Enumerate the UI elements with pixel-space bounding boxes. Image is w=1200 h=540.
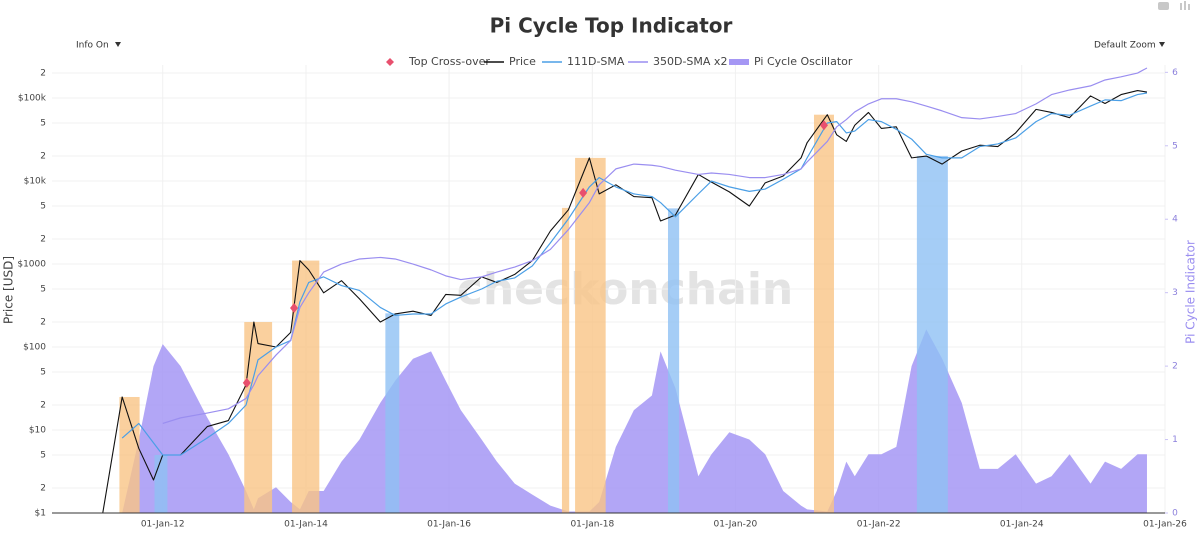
y-tick-label: 5 bbox=[40, 202, 46, 212]
legend-item: Price bbox=[484, 55, 536, 68]
crossover-marker bbox=[290, 303, 299, 314]
legend-label: 350D-SMA x2 bbox=[653, 55, 727, 68]
y2-tick-label: 5 bbox=[1172, 141, 1178, 151]
bottom-zone bbox=[667, 208, 680, 513]
y-tick-label: 5 bbox=[40, 367, 46, 377]
y-tick-label: $100k bbox=[18, 94, 47, 104]
top-zone bbox=[813, 114, 834, 513]
y-tick-label: 2 bbox=[40, 484, 46, 494]
bottom-zone bbox=[385, 313, 400, 513]
chart-icon[interactable] bbox=[1188, 4, 1190, 10]
series-line bbox=[162, 67, 1148, 425]
y-tick-label: 2 bbox=[40, 69, 46, 79]
legend: Top Cross-over Price 111D-SMA 350D-SMA x2 Pi… bbox=[386, 55, 853, 68]
crossover-marker bbox=[579, 187, 588, 198]
series-line bbox=[121, 92, 1148, 456]
y-tick-label: 2 bbox=[40, 235, 46, 245]
x-tick-label: 01-Jan-12 bbox=[141, 520, 185, 530]
menu-arrow[interactable] bbox=[115, 42, 121, 47]
y2-axis-title: Pi Cycle Indicator bbox=[1184, 240, 1198, 344]
y-tick-label: 5 bbox=[40, 450, 46, 460]
info-menu[interactable]: Info On bbox=[76, 41, 121, 51]
camera-icon[interactable] bbox=[1158, 2, 1169, 10]
x-tick-label: 01-Jan-20 bbox=[714, 520, 758, 530]
y-tick-label: 2 bbox=[40, 318, 46, 328]
bottom-zone bbox=[154, 454, 168, 513]
y-tick-label: 5 bbox=[40, 119, 46, 129]
legend-symbol bbox=[729, 59, 749, 65]
y2-tick-label: 3 bbox=[1172, 288, 1178, 298]
y-tick-label: $1 bbox=[35, 509, 46, 519]
chart-icon[interactable] bbox=[1184, 1, 1186, 10]
legend-item: 111D-SMA bbox=[542, 55, 625, 68]
x-tick-label: 01-Jan-24 bbox=[1000, 520, 1044, 530]
toolbar bbox=[1158, 1, 1190, 10]
top-zone bbox=[561, 207, 570, 513]
oscillator-area bbox=[102, 329, 1147, 513]
y-tick-label: $10 bbox=[29, 426, 46, 436]
y2-tick-label: 0 bbox=[1172, 509, 1178, 519]
chart-title: Pi Cycle Top Indicator bbox=[490, 14, 733, 38]
x-tick-label: 01-Jan-18 bbox=[570, 520, 614, 530]
y-tick-label: 2 bbox=[40, 152, 46, 162]
y2-tick-label: 4 bbox=[1172, 215, 1178, 225]
y2-tick-label: 1 bbox=[1172, 435, 1178, 445]
y-tick-label: $10k bbox=[24, 177, 47, 187]
plot-area bbox=[102, 67, 1148, 513]
legend-label: Price bbox=[509, 55, 536, 68]
top-zone bbox=[244, 322, 273, 513]
axes: $1 2 5 $10 2 5 $100 2 5 $1000 2 5 $10k 2 5 $100k 2 01-Jan… bbox=[17, 68, 1187, 530]
y2-tick-label: 6 bbox=[1172, 68, 1178, 78]
x-tick-label: 01-Jan-14 bbox=[284, 520, 328, 530]
zoom-menu[interactable]: Default Zoom bbox=[1094, 41, 1165, 51]
y-tick-label: $1000 bbox=[17, 260, 46, 270]
crossover-marker bbox=[242, 377, 251, 388]
y-axis-title: Price [USD] bbox=[2, 256, 16, 324]
y-tick-label: 2 bbox=[40, 401, 46, 411]
top-zone bbox=[575, 157, 606, 513]
y2-tick-label: 2 bbox=[1172, 362, 1178, 372]
bottom-zone bbox=[916, 156, 948, 513]
legend-label: Top Cross-over bbox=[408, 55, 490, 68]
menu-arrow[interactable] bbox=[1159, 42, 1165, 47]
legend-item: Top Cross-over bbox=[386, 55, 490, 68]
x-tick-label: 01-Jan-22 bbox=[857, 520, 901, 530]
menu-label[interactable]: Info On bbox=[76, 41, 109, 51]
x-tick-label: 01-Jan-26 bbox=[1143, 520, 1187, 530]
legend-item: Pi Cycle Oscillator bbox=[729, 55, 853, 68]
menu-label[interactable]: Default Zoom bbox=[1094, 41, 1156, 51]
legend-symbol bbox=[386, 58, 394, 66]
legend-item: 350D-SMA x2 bbox=[628, 55, 727, 68]
y-tick-label: 5 bbox=[40, 285, 46, 295]
top-zone bbox=[292, 260, 320, 513]
crossover-marker bbox=[819, 120, 828, 131]
legend-label: Pi Cycle Oscillator bbox=[754, 55, 853, 68]
x-tick-label: 01-Jan-16 bbox=[427, 520, 471, 530]
legend-label: 111D-SMA bbox=[567, 55, 625, 68]
top-zone bbox=[119, 396, 140, 513]
chart-icon[interactable] bbox=[1180, 3, 1182, 10]
y-tick-label: $100 bbox=[23, 343, 46, 353]
